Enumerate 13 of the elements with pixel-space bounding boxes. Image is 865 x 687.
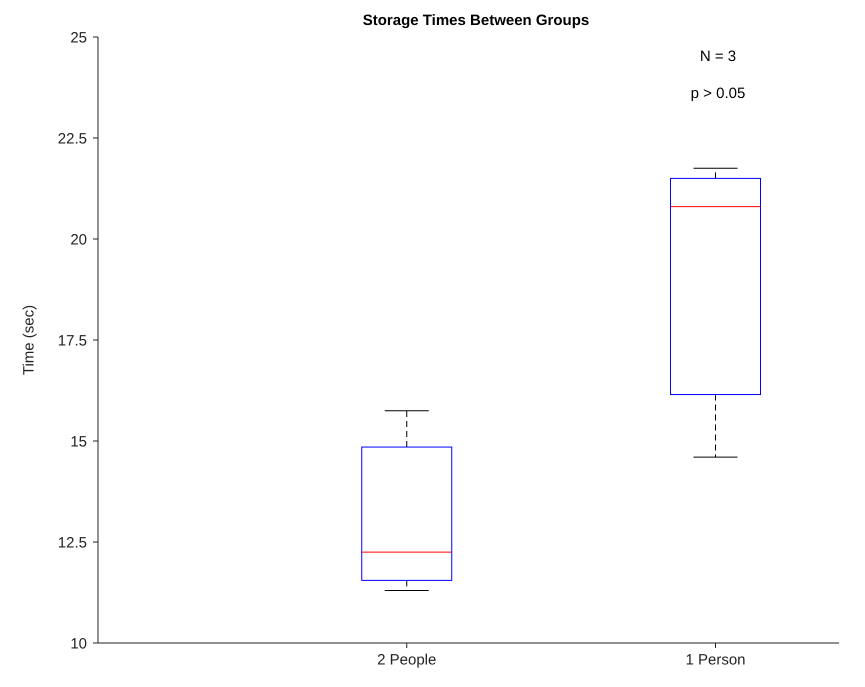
y-tick-label: 22.5 [58, 130, 87, 148]
y-axis-title: Time (sec) [20, 304, 38, 376]
y-tick-label: 25 [70, 29, 87, 46]
y-tick-label: 12.5 [58, 534, 87, 552]
y-tick-label: 10 [70, 635, 87, 652]
y-tick-label: 15 [70, 433, 87, 450]
x-tick-label: 1 Person [685, 652, 746, 669]
annotation: N = 3 [698, 48, 738, 65]
chart-title: Storage Times Between Groups [362, 12, 590, 29]
y-tick-label: 17.5 [58, 332, 87, 350]
y-tick-label: 20 [70, 231, 87, 248]
annotation: p > 0.05 [690, 85, 746, 102]
x-tick-label: 2 People [377, 652, 436, 669]
